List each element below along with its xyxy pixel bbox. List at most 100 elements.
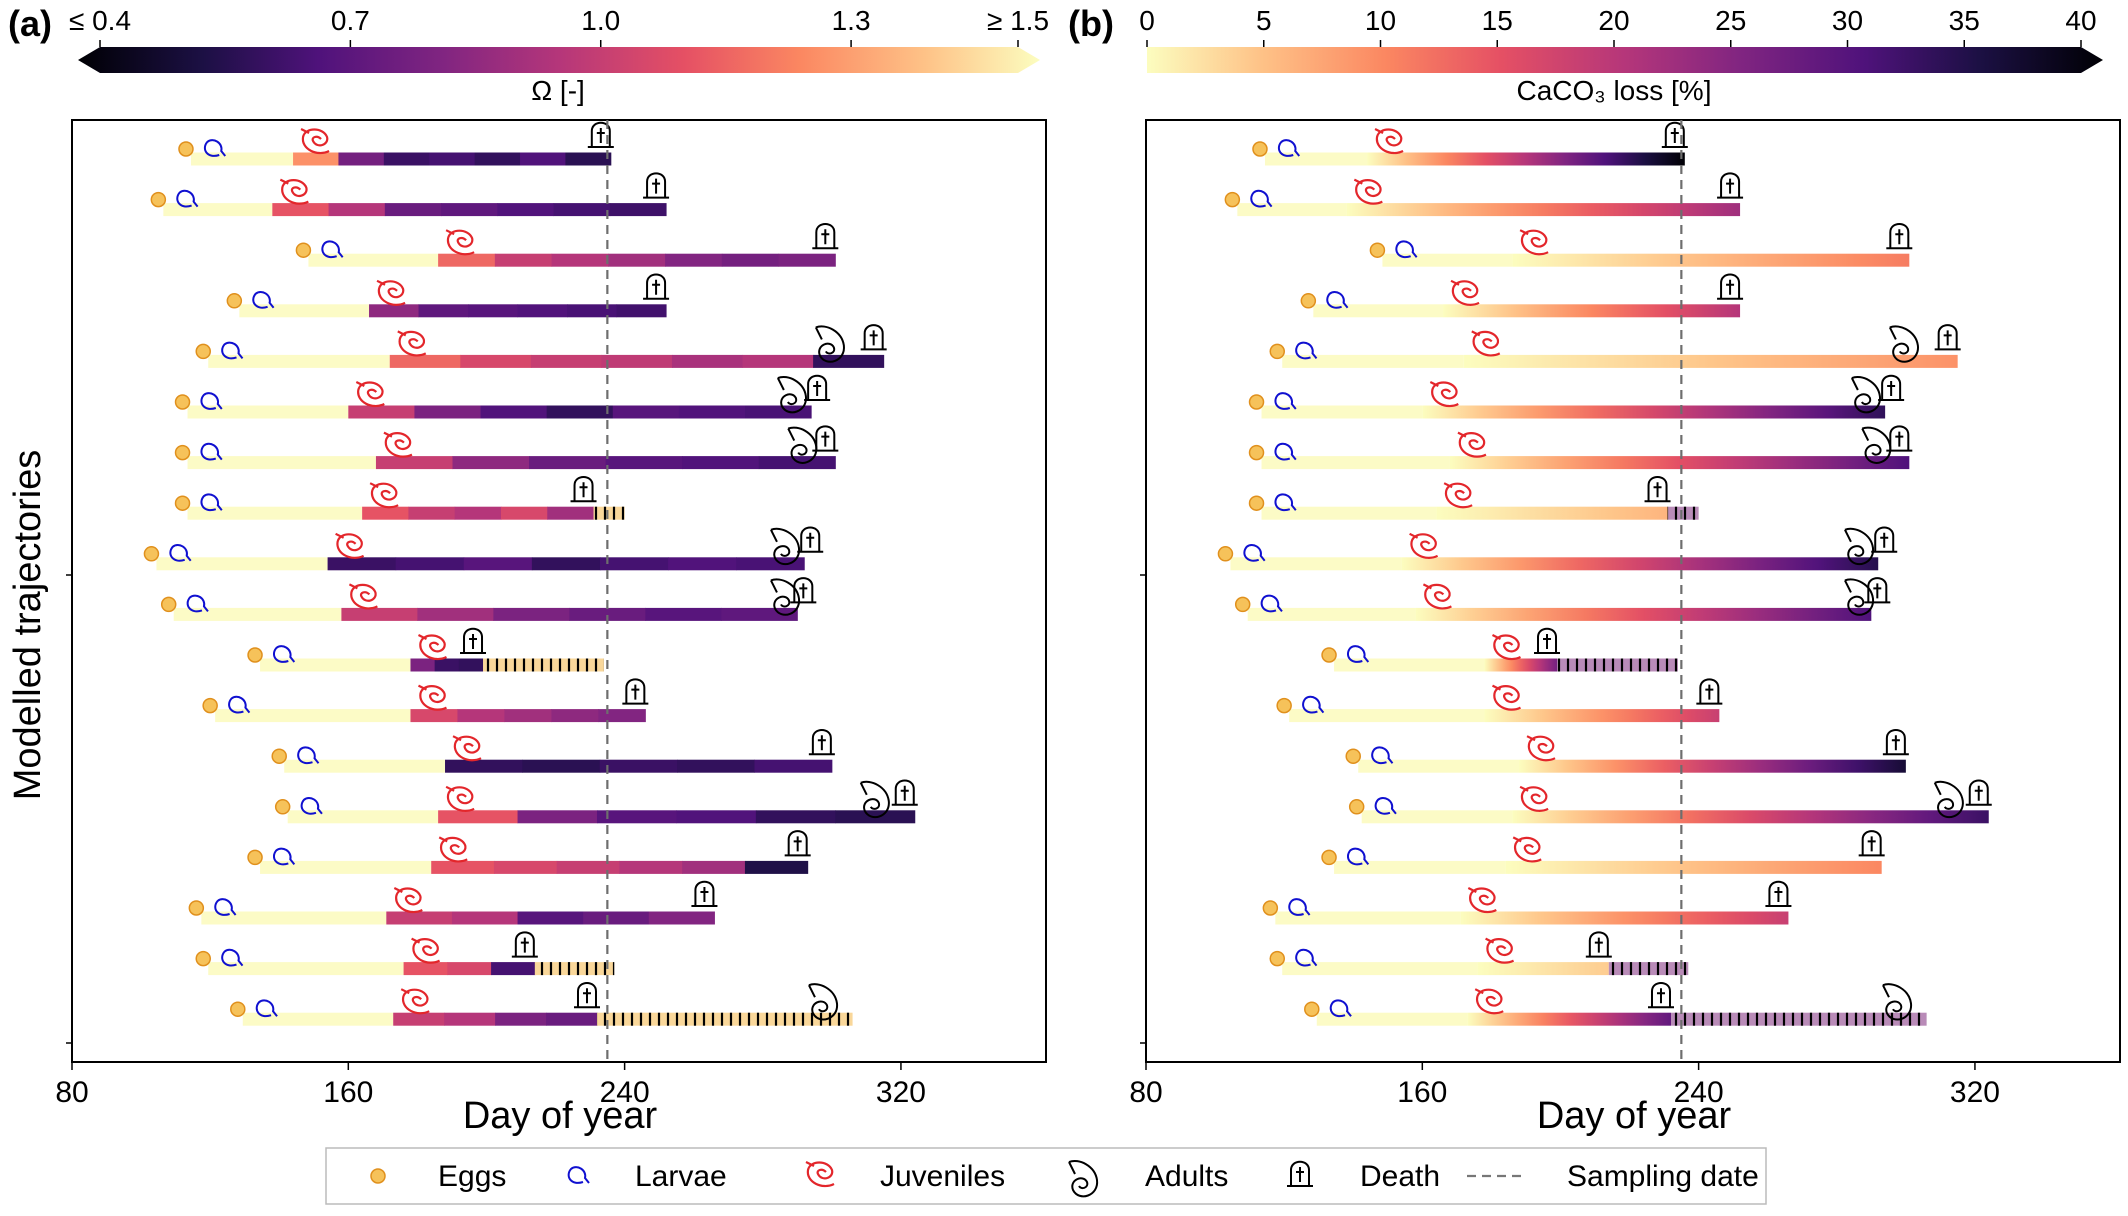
omega-segment bbox=[583, 911, 650, 925]
omega-segment bbox=[556, 860, 620, 874]
early-stage-bar bbox=[1316, 1012, 1468, 1026]
caco3-loss-bar bbox=[1512, 810, 1989, 824]
juvenile-icon bbox=[452, 735, 482, 762]
omega-segment bbox=[605, 456, 683, 470]
omega-segment bbox=[457, 709, 505, 723]
tombstone-icon bbox=[1661, 121, 1688, 148]
larva-icon bbox=[297, 746, 320, 765]
x-axis-title-b: Day of year bbox=[1537, 1095, 1732, 1137]
juvenile-icon bbox=[1526, 735, 1556, 762]
trajectory-row bbox=[188, 880, 718, 925]
juvenile-icon bbox=[445, 785, 475, 812]
omega-segment bbox=[744, 860, 809, 874]
legend-item: Adults bbox=[1068, 1160, 1228, 1198]
omega-segment bbox=[745, 405, 812, 419]
egg-icon bbox=[178, 141, 194, 157]
x-tick-label: 160 bbox=[1397, 1076, 1447, 1109]
egg-icon bbox=[1321, 849, 1337, 866]
early-stage-bar bbox=[1282, 962, 1478, 976]
tombstone-icon bbox=[460, 627, 487, 654]
tombstone-icon bbox=[891, 779, 918, 806]
post-death-hatch bbox=[1667, 506, 1699, 520]
larva-icon bbox=[1243, 543, 1266, 562]
omega-segment bbox=[616, 304, 667, 318]
omega-segment bbox=[458, 658, 484, 672]
adult-icon bbox=[808, 983, 838, 1021]
early-stage-bar bbox=[208, 354, 390, 368]
egg-icon bbox=[1321, 647, 1337, 663]
juvenile-icon bbox=[397, 330, 427, 357]
juvenile-icon bbox=[1519, 785, 1549, 812]
adult-icon bbox=[1888, 325, 1919, 363]
trajectory-row bbox=[295, 222, 839, 267]
omega-segment bbox=[736, 557, 805, 571]
early-stage-bar bbox=[308, 253, 439, 267]
omega-segment bbox=[403, 962, 448, 976]
tombstone-icon bbox=[570, 475, 597, 503]
legend-item: Eggs bbox=[370, 1160, 506, 1193]
omega-segment bbox=[721, 607, 798, 621]
juvenile-icon bbox=[369, 482, 399, 509]
early-stage-bar bbox=[1289, 709, 1485, 723]
tombstone-icon bbox=[784, 830, 811, 857]
colorbar-omega-tick-label: 0.7 bbox=[331, 5, 370, 36]
omega-segment bbox=[408, 506, 456, 520]
x-tick-label: 320 bbox=[1950, 1076, 2000, 1109]
trajectory-row bbox=[150, 172, 670, 217]
post-death-hatch bbox=[596, 1012, 853, 1026]
omega-segment bbox=[530, 354, 602, 368]
juvenile-icon bbox=[805, 1161, 835, 1188]
omega-segment bbox=[474, 152, 521, 166]
legend-item: Death bbox=[1287, 1160, 1440, 1193]
caco3-loss-bar bbox=[1415, 607, 1872, 621]
early-stage-bar bbox=[260, 658, 411, 672]
larva-icon bbox=[1274, 493, 1297, 512]
early-stage-bar bbox=[1230, 557, 1402, 571]
legend-item: Sampling date bbox=[1467, 1160, 1759, 1193]
juvenile-icon bbox=[1450, 279, 1480, 306]
tombstone-icon bbox=[1886, 222, 1913, 250]
omega-segment bbox=[491, 962, 536, 976]
caco3-loss-bar bbox=[1460, 911, 1789, 925]
early-stage-bar bbox=[208, 962, 404, 976]
juvenile-icon bbox=[1471, 330, 1501, 357]
adult-icon bbox=[859, 780, 890, 819]
x-axis-title-a: Day of year bbox=[463, 1095, 658, 1137]
caco3-loss-bar bbox=[1463, 354, 1958, 368]
larva-icon bbox=[567, 1166, 590, 1184]
trajectory-row bbox=[1224, 172, 1744, 217]
colorbar-caco3-tick-label: 10 bbox=[1365, 5, 1396, 36]
omega-segment bbox=[517, 911, 584, 925]
post-death-hatch bbox=[534, 962, 615, 976]
larva-icon bbox=[1329, 999, 1352, 1018]
trajectory-row bbox=[271, 728, 835, 773]
egg-icon bbox=[370, 1168, 386, 1184]
larva-icon bbox=[272, 847, 296, 866]
juvenile-icon bbox=[355, 381, 385, 408]
colorbar-caco3-label: CaCO₃ loss [%] bbox=[1516, 75, 1711, 106]
omega-segment bbox=[645, 607, 722, 621]
egg-icon bbox=[1300, 293, 1317, 309]
omega-segment bbox=[522, 759, 601, 773]
trajectory-row bbox=[1345, 728, 1909, 773]
egg-icon bbox=[1248, 495, 1265, 511]
omega-segment bbox=[417, 607, 494, 621]
omega-segment bbox=[520, 152, 566, 166]
omega-segment bbox=[551, 253, 609, 267]
larva-icon bbox=[255, 999, 278, 1018]
juvenile-icon bbox=[393, 887, 423, 914]
larva-icon bbox=[1326, 290, 1349, 309]
larva-icon bbox=[1371, 746, 1394, 765]
omega-segment bbox=[678, 405, 746, 419]
egg-icon bbox=[1234, 596, 1251, 613]
larva-icon bbox=[1274, 442, 1297, 461]
early-stage-bar bbox=[287, 810, 439, 824]
juvenile-icon bbox=[335, 532, 365, 559]
egg-icon bbox=[160, 596, 177, 613]
colorbar-caco3-tick-label: 35 bbox=[1949, 5, 1980, 36]
omega-segment bbox=[677, 759, 755, 773]
larva-icon bbox=[1346, 645, 1370, 663]
early-stage-bar bbox=[201, 911, 387, 925]
trajectory-row bbox=[1304, 981, 1927, 1026]
tombstone-icon bbox=[1858, 830, 1885, 857]
